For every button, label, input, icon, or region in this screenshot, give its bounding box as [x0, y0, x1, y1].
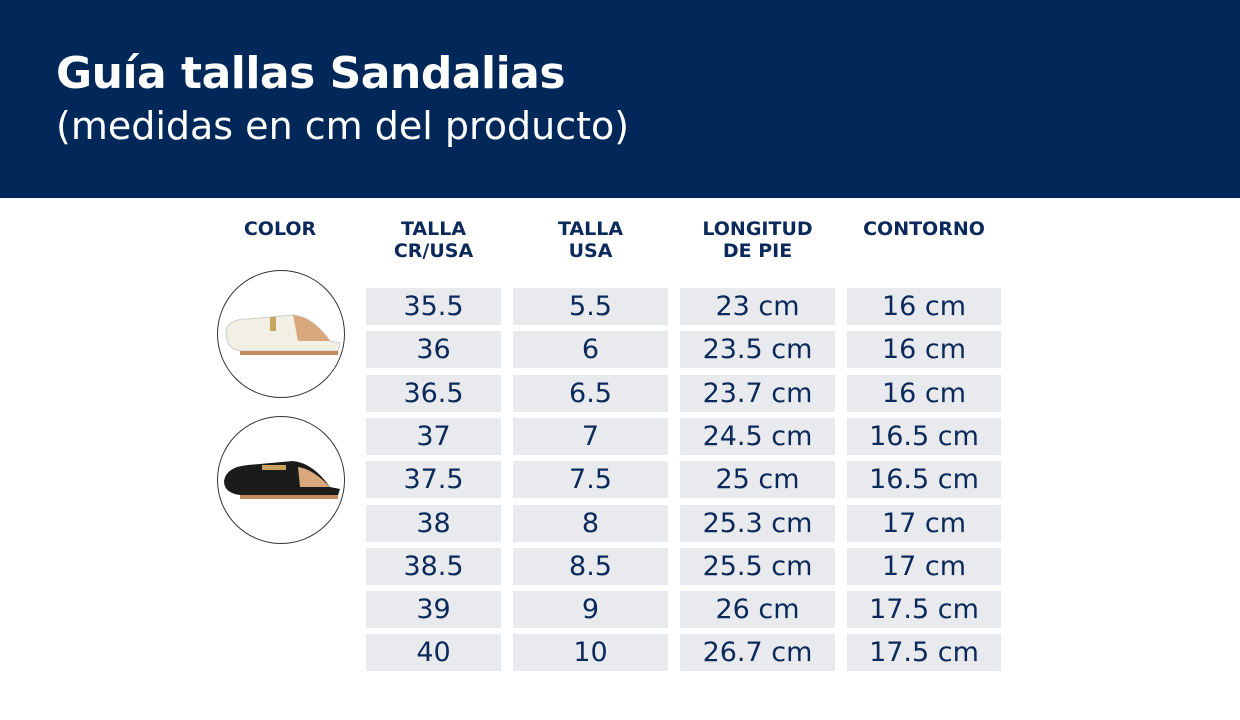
cell-len: 23.7 cm — [680, 374, 835, 412]
cell-cr: 35.5 — [366, 288, 501, 325]
header-line: DE PIE — [722, 240, 793, 262]
cell-cont: 16 cm — [847, 374, 1001, 412]
cell-len: 25.5 cm — [680, 547, 835, 585]
header-color: COLOR — [243, 218, 317, 240]
header-line: LONGITUD — [702, 218, 813, 240]
cell-cr: 38.5 — [366, 547, 501, 585]
header-line: USA — [568, 240, 613, 262]
white-shoe-image — [217, 270, 345, 398]
black-shoe-image — [217, 416, 345, 544]
cell-cr: 36.5 — [366, 374, 501, 412]
cell-usa: 10 — [513, 634, 668, 672]
header-line: CR/USA — [393, 240, 474, 262]
cell-usa: 7.5 — [513, 461, 668, 499]
cell-cont: 16 cm — [847, 288, 1001, 325]
header-contorno: CONTORNO — [863, 218, 985, 240]
cell-cont: 17 cm — [847, 504, 1001, 542]
cell-usa: 6 — [513, 331, 668, 369]
cell-cr: 37 — [366, 417, 501, 455]
cell-usa: 6.5 — [513, 374, 668, 412]
cell-cont: 16.5 cm — [847, 461, 1001, 499]
header-talla-cr-usa: TALLA CR/USA — [366, 218, 501, 262]
header-talla-usa: TALLA USA — [513, 218, 668, 262]
header-longitud: LONGITUD DE PIE — [680, 218, 835, 262]
cell-usa: 8.5 — [513, 547, 668, 585]
page-subtitle: (medidas en cm del producto) — [56, 104, 630, 148]
cell-usa: 5.5 — [513, 288, 668, 325]
cell-len: 26 cm — [680, 591, 835, 629]
cell-cont: 17 cm — [847, 547, 1001, 585]
cell-len: 25.3 cm — [680, 504, 835, 542]
cell-len: 25 cm — [680, 461, 835, 499]
cell-usa: 7 — [513, 417, 668, 455]
cell-cr: 40 — [366, 634, 501, 672]
page-title: Guía tallas Sandalias — [56, 48, 566, 99]
cell-cont: 16 cm — [847, 331, 1001, 369]
cell-usa: 8 — [513, 504, 668, 542]
cell-len: 23 cm — [680, 288, 835, 325]
cell-usa: 9 — [513, 591, 668, 629]
cell-len: 24.5 cm — [680, 417, 835, 455]
header-line: TALLA — [557, 218, 624, 240]
cell-cont: 17.5 cm — [847, 634, 1001, 672]
cell-cont: 16.5 cm — [847, 417, 1001, 455]
cell-cr: 39 — [366, 591, 501, 629]
cell-cr: 38 — [366, 504, 501, 542]
cell-len: 23.5 cm — [680, 331, 835, 369]
cell-len: 26.7 cm — [680, 634, 835, 672]
cell-cr: 37.5 — [366, 461, 501, 499]
header-banner — [0, 0, 1240, 198]
header-line: TALLA — [400, 218, 467, 240]
cell-cr: 36 — [366, 331, 501, 369]
cell-cont: 17.5 cm — [847, 591, 1001, 629]
